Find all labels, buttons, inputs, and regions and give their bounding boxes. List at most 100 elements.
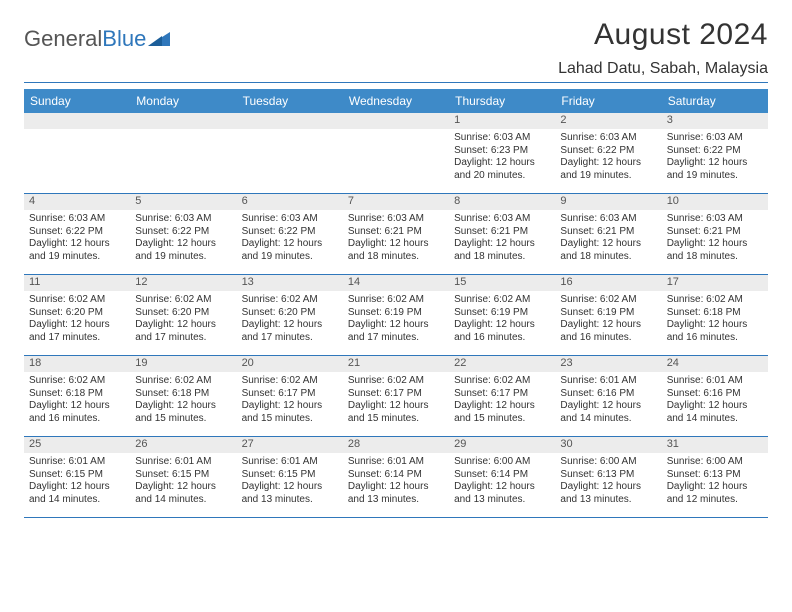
day-number: 26: [130, 437, 236, 453]
day-details: Sunrise: 6:01 AMSunset: 6:15 PMDaylight:…: [130, 453, 236, 510]
daylight-text: Daylight: 12 hours and 16 minutes.: [454, 319, 550, 344]
day-details: Sunrise: 6:02 AMSunset: 6:18 PMDaylight:…: [130, 372, 236, 429]
sunrise-text: Sunrise: 6:02 AM: [29, 294, 125, 307]
week-row: 18Sunrise: 6:02 AMSunset: 6:18 PMDayligh…: [24, 356, 768, 437]
sunrise-text: Sunrise: 6:03 AM: [29, 213, 125, 226]
day-cell: 8Sunrise: 6:03 AMSunset: 6:21 PMDaylight…: [449, 194, 555, 274]
sunrise-text: Sunrise: 6:03 AM: [242, 213, 338, 226]
sunrise-text: Sunrise: 6:02 AM: [135, 294, 231, 307]
day-details: Sunrise: 6:01 AMSunset: 6:15 PMDaylight:…: [237, 453, 343, 510]
daylight-text: Daylight: 12 hours and 16 minutes.: [667, 319, 763, 344]
daylight-text: Daylight: 12 hours and 19 minutes.: [667, 157, 763, 182]
sunset-text: Sunset: 6:17 PM: [242, 388, 338, 401]
sunset-text: Sunset: 6:18 PM: [135, 388, 231, 401]
day-number: 10: [662, 194, 768, 210]
sunset-text: Sunset: 6:16 PM: [560, 388, 656, 401]
day-details: Sunrise: 6:01 AMSunset: 6:15 PMDaylight:…: [24, 453, 130, 510]
sunset-text: Sunset: 6:19 PM: [348, 307, 444, 320]
daylight-text: Daylight: 12 hours and 13 minutes.: [454, 481, 550, 506]
day-header-row: Sunday Monday Tuesday Wednesday Thursday…: [24, 89, 768, 113]
sunrise-text: Sunrise: 6:01 AM: [348, 456, 444, 469]
day-details: Sunrise: 6:02 AMSunset: 6:20 PMDaylight:…: [130, 291, 236, 348]
daylight-text: Daylight: 12 hours and 15 minutes.: [242, 400, 338, 425]
logo-triangle-icon: [148, 26, 170, 52]
day-cell: 16Sunrise: 6:02 AMSunset: 6:19 PMDayligh…: [555, 275, 661, 355]
day-details: [130, 129, 236, 187]
sunset-text: Sunset: 6:21 PM: [667, 226, 763, 239]
day-details: Sunrise: 6:02 AMSunset: 6:17 PMDaylight:…: [237, 372, 343, 429]
day-cell: 23Sunrise: 6:01 AMSunset: 6:16 PMDayligh…: [555, 356, 661, 436]
sunset-text: Sunset: 6:15 PM: [242, 469, 338, 482]
day-cell: 29 Sunrise: 6:00 AMSunset: 6:14 PMDayligh…: [449, 437, 555, 517]
day-cell: 20Sunrise: 6:02 AMSunset: 6:17 PMDayligh…: [237, 356, 343, 436]
sunrise-text: Sunrise: 6:00 AM: [560, 456, 656, 469]
day-cell: 11Sunrise: 6:02 AMSunset: 6:20 PMDayligh…: [24, 275, 130, 355]
day-cell: 19Sunrise: 6:02 AMSunset: 6:18 PMDayligh…: [130, 356, 236, 436]
day-number: 16: [555, 275, 661, 291]
daylight-text: Daylight: 12 hours and 16 minutes.: [560, 319, 656, 344]
sunrise-text: Sunrise: 6:00 AM: [454, 456, 550, 469]
day-details: Sunrise: 6:02 AMSunset: 6:19 PMDaylight:…: [555, 291, 661, 348]
day-cell: 7Sunrise: 6:03 AMSunset: 6:21 PMDaylight…: [343, 194, 449, 274]
day-number: 22: [449, 356, 555, 372]
brand-part2: Blue: [102, 26, 146, 52]
calendar: Sunday Monday Tuesday Wednesday Thursday…: [24, 89, 768, 518]
day-number: 13: [237, 275, 343, 291]
day-number: 17: [662, 275, 768, 291]
day-details: Sunrise: 6:02 AMSunset: 6:17 PMDaylight:…: [449, 372, 555, 429]
brand-logo: GeneralBlue: [24, 18, 170, 52]
sunset-text: Sunset: 6:22 PM: [242, 226, 338, 239]
day-number: 11: [24, 275, 130, 291]
day-number: 5: [130, 194, 236, 210]
day-details: Sunrise: 6:00 AMSunset: 6:13 PMDaylight:…: [662, 453, 768, 510]
day-number: 25: [24, 437, 130, 453]
daylight-text: Daylight: 12 hours and 15 minutes.: [454, 400, 550, 425]
day-cell: 18Sunrise: 6:02 AMSunset: 6:18 PMDayligh…: [24, 356, 130, 436]
day-cell: 13Sunrise: 6:02 AMSunset: 6:20 PMDayligh…: [237, 275, 343, 355]
daylight-text: Daylight: 12 hours and 19 minutes.: [242, 238, 338, 263]
daylight-text: Daylight: 12 hours and 14 minutes.: [667, 400, 763, 425]
sunrise-text: Sunrise: 6:00 AM: [667, 456, 763, 469]
day-cell: 21Sunrise: 6:02 AMSunset: 6:17 PMDayligh…: [343, 356, 449, 436]
day-cell: 9Sunrise: 6:03 AMSunset: 6:21 PMDaylight…: [555, 194, 661, 274]
day-details: Sunrise: 6:02 AMSunset: 6:20 PMDaylight:…: [237, 291, 343, 348]
sunset-text: Sunset: 6:22 PM: [560, 145, 656, 158]
sunrise-text: Sunrise: 6:02 AM: [667, 294, 763, 307]
daylight-text: Daylight: 12 hours and 13 minutes.: [242, 481, 338, 506]
day-details: Sunrise: 6:01 AMSunset: 6:14 PMDaylight:…: [343, 453, 449, 510]
day-cell: 10Sunrise: 6:03 AMSunset: 6:21 PMDayligh…: [662, 194, 768, 274]
day-cell: 15Sunrise: 6:02 AMSunset: 6:19 PMDayligh…: [449, 275, 555, 355]
day-cell: 27Sunrise: 6:01 AMSunset: 6:15 PMDayligh…: [237, 437, 343, 517]
sunset-text: Sunset: 6:17 PM: [454, 388, 550, 401]
day-details: [237, 129, 343, 187]
day-number: 1: [449, 113, 555, 129]
day-number: 9: [555, 194, 661, 210]
day-details: Sunrise: 6:02 AMSunset: 6:17 PMDaylight:…: [343, 372, 449, 429]
day-details: Sunrise: 6:03 AMSunset: 6:22 PMDaylight:…: [130, 210, 236, 267]
day-number: 24: [662, 356, 768, 372]
day-details: Sunrise: 6:00 AMSunset: 6:13 PMDaylight:…: [555, 453, 661, 510]
day-number: 8: [449, 194, 555, 210]
daylight-text: Daylight: 12 hours and 17 minutes.: [135, 319, 231, 344]
sunset-text: Sunset: 6:23 PM: [454, 145, 550, 158]
sunrise-text: Sunrise: 6:03 AM: [348, 213, 444, 226]
day-number: 29: [449, 437, 555, 453]
daylight-text: Daylight: 12 hours and 18 minutes.: [560, 238, 656, 263]
sunset-text: Sunset: 6:19 PM: [454, 307, 550, 320]
page-title: August 2024: [594, 18, 768, 52]
daylight-text: Daylight: 12 hours and 18 minutes.: [348, 238, 444, 263]
day-number: 28: [343, 437, 449, 453]
day-number: 27: [237, 437, 343, 453]
day-number: 30: [555, 437, 661, 453]
day-number: 19: [130, 356, 236, 372]
sunset-text: Sunset: 6:14 PM: [454, 469, 550, 482]
day-details: Sunrise: 6:02 AMSunset: 6:19 PMDaylight:…: [343, 291, 449, 348]
week-row: 4Sunrise: 6:03 AMSunset: 6:22 PMDaylight…: [24, 194, 768, 275]
day-header: Monday: [130, 89, 236, 113]
day-number: [24, 113, 130, 129]
day-details: Sunrise: 6:01 AMSunset: 6:16 PMDaylight:…: [555, 372, 661, 429]
daylight-text: Daylight: 12 hours and 12 minutes.: [667, 481, 763, 506]
day-header: Friday: [555, 89, 661, 113]
sunrise-text: Sunrise: 6:03 AM: [667, 132, 763, 145]
daylight-text: Daylight: 12 hours and 14 minutes.: [29, 481, 125, 506]
